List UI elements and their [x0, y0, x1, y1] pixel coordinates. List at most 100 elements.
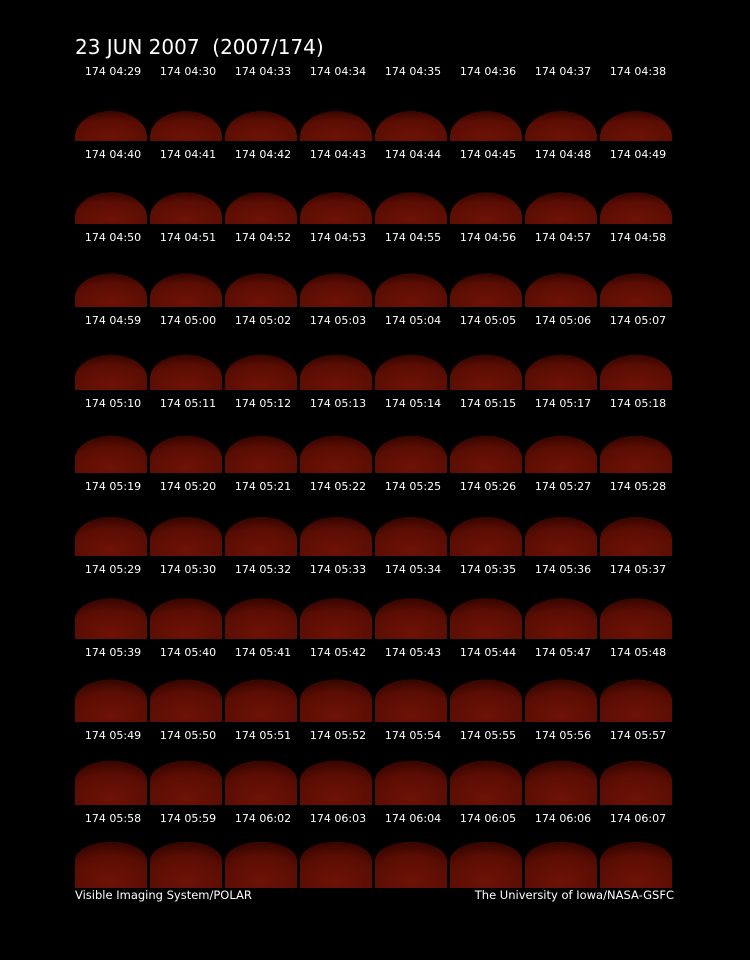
footer-right: The University of Iowa/NASA-GSFC [474, 888, 674, 902]
frame-label: 174 05:21 [235, 480, 291, 493]
frame-label: 174 06:07 [610, 812, 666, 825]
frame-image [225, 598, 297, 639]
frame-label: 174 05:19 [85, 480, 141, 493]
frame-image [375, 679, 447, 722]
frame-label: 174 05:20 [160, 480, 216, 493]
frame-label: 174 05:47 [535, 646, 591, 659]
frame-label: 174 05:50 [160, 729, 216, 742]
frame-label: 174 05:49 [85, 729, 141, 742]
frame-image [525, 354, 597, 390]
frame-image [450, 354, 522, 390]
frame-image [450, 192, 522, 224]
frame-image [75, 435, 147, 473]
frame-image [300, 679, 372, 722]
frame-label: 174 05:37 [610, 563, 666, 576]
frame-image [300, 598, 372, 639]
frame-label: 174 04:45 [460, 148, 516, 161]
frame-label: 174 05:00 [160, 314, 216, 327]
frame-label: 174 04:51 [160, 231, 216, 244]
frame-image [150, 760, 222, 805]
frame-image [600, 517, 672, 556]
frame-label: 174 05:43 [385, 646, 441, 659]
frame-image [450, 435, 522, 473]
frame-image [75, 679, 147, 722]
frame-label: 174 05:36 [535, 563, 591, 576]
frame-image [525, 192, 597, 224]
frame-label: 174 04:36 [460, 65, 516, 78]
frame-label: 174 04:42 [235, 148, 291, 161]
frame-image [300, 192, 372, 224]
frame-label: 174 05:10 [85, 397, 141, 410]
frame-image [525, 111, 597, 141]
frame-image [150, 841, 222, 888]
frame-label: 174 04:35 [385, 65, 441, 78]
frame-label: 174 05:11 [160, 397, 216, 410]
frame-image [600, 841, 672, 888]
frame-label: 174 05:27 [535, 480, 591, 493]
frame-label: 174 04:52 [235, 231, 291, 244]
frame-image [375, 760, 447, 805]
frame-image [300, 273, 372, 307]
frame-image [375, 598, 447, 639]
frame-label: 174 04:33 [235, 65, 291, 78]
frame-image [525, 598, 597, 639]
frame-image [525, 679, 597, 722]
frame-label: 174 04:34 [310, 65, 366, 78]
frame-image [75, 841, 147, 888]
frame-image [525, 517, 597, 556]
frame-label: 174 05:30 [160, 563, 216, 576]
frame-label: 174 04:48 [535, 148, 591, 161]
frame-label: 174 05:54 [385, 729, 441, 742]
frame-label: 174 04:56 [460, 231, 516, 244]
frame-label: 174 05:52 [310, 729, 366, 742]
frame-label: 174 05:12 [235, 397, 291, 410]
frame-image [600, 679, 672, 722]
frame-label: 174 04:29 [85, 65, 141, 78]
frame-image [150, 517, 222, 556]
frame-label: 174 05:59 [160, 812, 216, 825]
frame-image [75, 192, 147, 224]
frame-image [450, 598, 522, 639]
frame-image [75, 354, 147, 390]
frame-label: 174 05:33 [310, 563, 366, 576]
frame-image [375, 111, 447, 141]
frame-label: 174 04:41 [160, 148, 216, 161]
frame-image [75, 111, 147, 141]
frame-label: 174 05:26 [460, 480, 516, 493]
frame-image [150, 273, 222, 307]
frame-image [300, 841, 372, 888]
frame-image [375, 273, 447, 307]
frame-image [225, 354, 297, 390]
frame-image [450, 841, 522, 888]
frame-image [75, 273, 147, 307]
frame-image [300, 354, 372, 390]
frame-image [525, 435, 597, 473]
frame-image [300, 517, 372, 556]
frame-image [375, 354, 447, 390]
footer-left: Visible Imaging System/POLAR [75, 888, 252, 902]
frame-label: 174 05:03 [310, 314, 366, 327]
frame-image [450, 273, 522, 307]
frame-image [225, 111, 297, 141]
frame-image [525, 841, 597, 888]
frame-label: 174 05:13 [310, 397, 366, 410]
frame-image [375, 192, 447, 224]
frame-label: 174 05:34 [385, 563, 441, 576]
frame-label: 174 04:57 [535, 231, 591, 244]
frame-label: 174 05:28 [610, 480, 666, 493]
frame-label: 174 05:41 [235, 646, 291, 659]
frame-label: 174 04:49 [610, 148, 666, 161]
frame-image [150, 435, 222, 473]
frame-image [300, 111, 372, 141]
frame-image [225, 760, 297, 805]
frame-image [375, 435, 447, 473]
frame-label: 174 05:58 [85, 812, 141, 825]
frame-label: 174 04:50 [85, 231, 141, 244]
frame-image [75, 598, 147, 639]
frame-label: 174 04:58 [610, 231, 666, 244]
frame-image [150, 111, 222, 141]
frame-label: 174 05:39 [85, 646, 141, 659]
frame-image [150, 354, 222, 390]
frame-image [600, 598, 672, 639]
